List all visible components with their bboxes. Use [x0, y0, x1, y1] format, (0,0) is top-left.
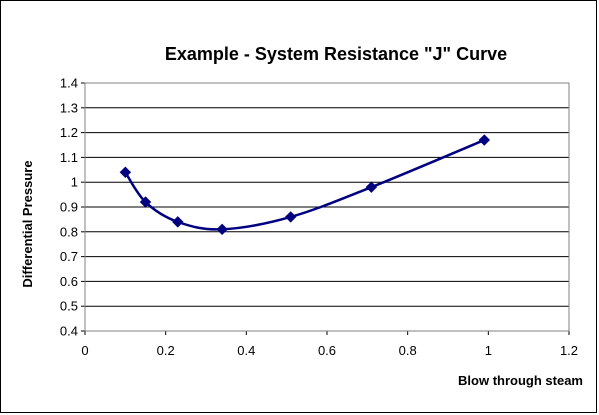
data-point-marker [216, 223, 228, 236]
x-tick-labels: 0 0.2 0.4 0.6 0.8 1 1.2 [81, 343, 578, 358]
y-tick-label: 1.3 [60, 100, 78, 115]
x-tick-label: 0.8 [399, 343, 417, 358]
x-tick-label: 0.6 [318, 343, 336, 358]
y-tick-label: 0.5 [60, 299, 78, 314]
x-axis-label: Blow through steam [458, 373, 583, 388]
y-tick-label: 0.8 [60, 224, 78, 239]
y-tick-label: 1 [71, 175, 78, 190]
data-point-marker [139, 196, 152, 208]
x-tick-label: 1 [485, 343, 492, 358]
chart-title: Example - System Resistance "J" Curve [165, 44, 507, 64]
data-point-marker [119, 166, 132, 178]
x-tick-label: 0.2 [157, 343, 175, 358]
y-tick-label: 0.4 [60, 324, 78, 339]
x-tick-label: 0.4 [237, 343, 255, 358]
plot-area-border [84, 82, 570, 332]
y-tick-label: 0.6 [60, 274, 78, 289]
data-point-marker [365, 181, 378, 193]
data-point-marker [284, 211, 297, 223]
data-point-marker [172, 216, 184, 228]
x-tick-label: 0 [81, 343, 88, 358]
y-tick-labels: 0.4 0.5 0.6 0.7 0.8 0.9 1 1.1 1.2 1.3 1.4 [60, 76, 78, 339]
x-tick-label: 1.2 [560, 343, 578, 358]
data-markers [119, 134, 491, 236]
y-tick-label: 0.7 [60, 249, 78, 264]
y-axis-label: Differential Pressure [20, 160, 35, 287]
y-tick-label: 0.9 [60, 200, 78, 215]
series-line [124, 138, 485, 231]
y-tick-label: 1.2 [60, 125, 78, 140]
y-tick-label: 1.1 [60, 150, 78, 165]
y-tick-label: 1.4 [60, 76, 78, 91]
data-point-marker [478, 134, 491, 146]
